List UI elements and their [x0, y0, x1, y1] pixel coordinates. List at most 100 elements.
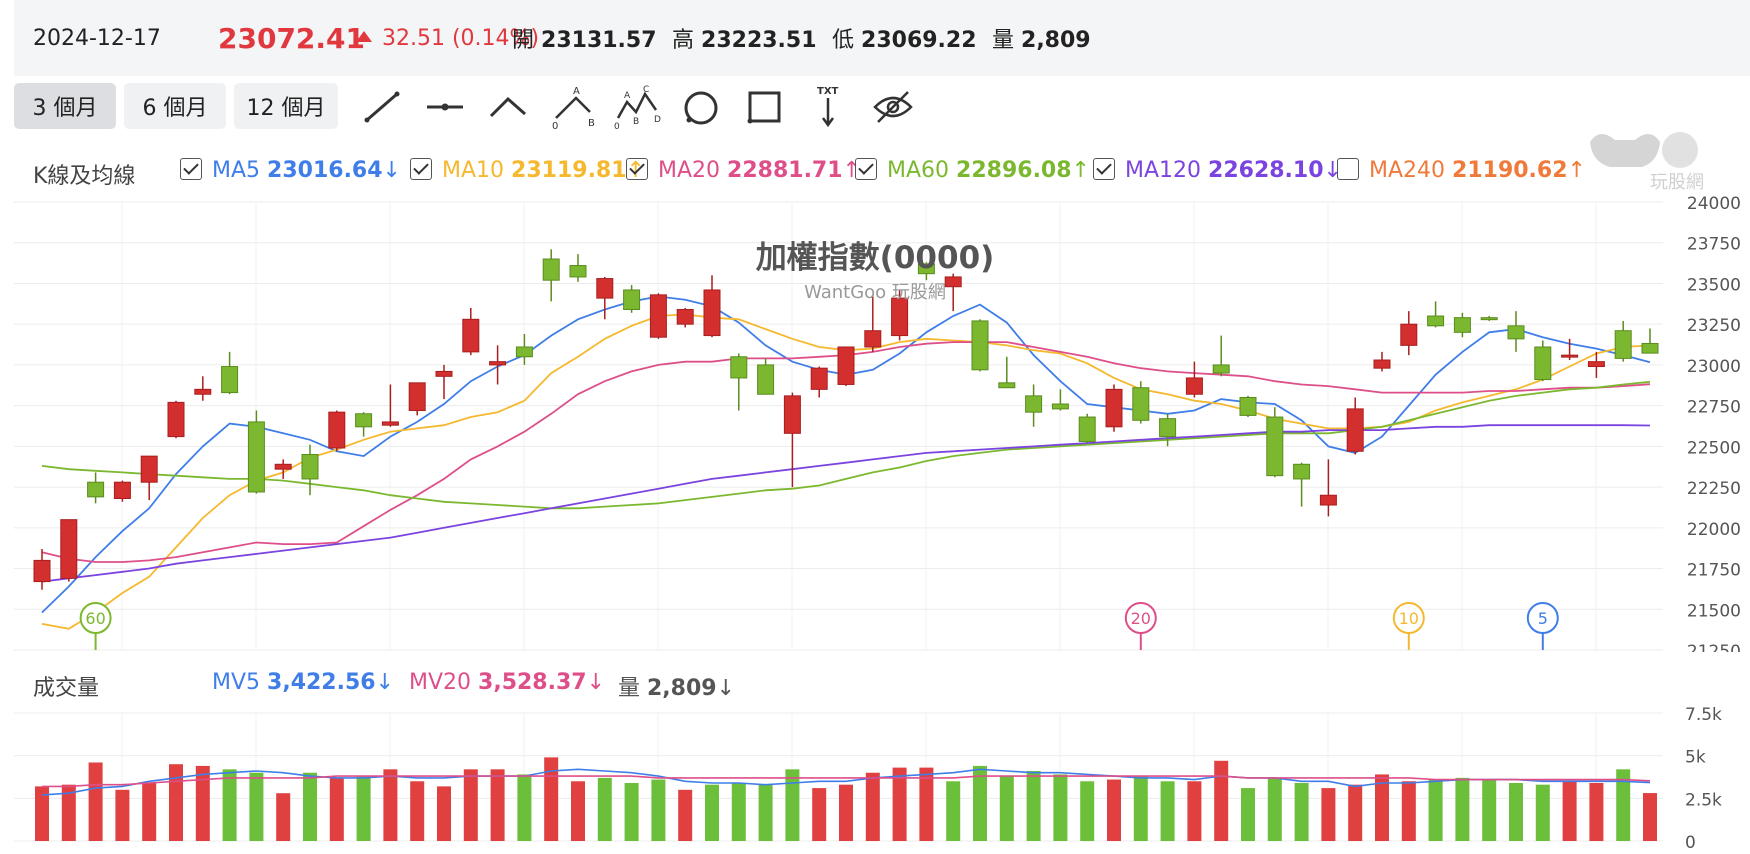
candle-body: [1453, 317, 1471, 333]
candle-body: [944, 276, 962, 288]
volume-bar: [651, 779, 666, 841]
volume-bar: [490, 769, 505, 841]
volume-bar: [1133, 776, 1148, 841]
checkbox-icon[interactable]: [1337, 158, 1359, 180]
ma-name: MA240: [1369, 158, 1453, 183]
volume-legend-value: 3,422.56: [267, 670, 376, 695]
ma-toggle-ma10[interactable]: MA10 23119.81↑: [410, 158, 645, 183]
volume-y-tick-label: 0: [1685, 833, 1696, 853]
volume-bar: [195, 765, 210, 841]
high-label: 高: [672, 28, 695, 53]
volume-bar: [1080, 781, 1095, 841]
mv-line-mv5: [41, 768, 1651, 796]
abcd-pattern-tool-icon[interactable]: A C 0 B D: [612, 84, 662, 132]
ma-toggle-ma5[interactable]: MA5 23016.64↓: [180, 158, 401, 183]
volume-bar: [1535, 784, 1550, 841]
candle-body: [971, 320, 989, 371]
volume-bar: [812, 788, 827, 841]
abcd-label-c: C: [643, 85, 649, 95]
chart-title: 加權指數(0000): [755, 240, 995, 276]
up-triangle-icon: [356, 31, 372, 42]
candle-body: [408, 382, 426, 412]
volume-y-tick-label: 7.5k: [1685, 705, 1722, 725]
candle-body: [435, 370, 453, 377]
volume-bar: [410, 781, 425, 841]
checkbox-icon[interactable]: [410, 158, 432, 180]
volume-bar: [463, 769, 478, 841]
volume-bar: [383, 769, 398, 841]
volume-bar: [678, 789, 693, 841]
checkbox-icon[interactable]: [626, 158, 648, 180]
arrow-down-icon: ↓: [375, 670, 395, 695]
period-6m-button[interactable]: 6 個月: [124, 83, 226, 129]
ma-name: MA60: [887, 158, 957, 183]
volume-bar: [946, 781, 961, 841]
volume-bar: [1589, 782, 1604, 841]
candle-body: [1239, 396, 1257, 416]
candle-body: [1614, 330, 1632, 359]
candle-body: [810, 367, 828, 390]
period-12m-button[interactable]: 12 個月: [234, 83, 338, 129]
volume-legend-value: 3,528.37: [478, 670, 587, 695]
abc-label-0: 0: [552, 121, 558, 130]
quote-bar: 2024-12-17 23072.41 32.51 (0.14%) 開 2313…: [14, 0, 1750, 76]
ma-line-ma120: [41, 424, 1651, 583]
ma-toggle-ma120[interactable]: MA120 22628.10↓: [1093, 158, 1342, 183]
y-tick-label: 23750: [1687, 235, 1741, 255]
abc-pattern-tool-icon[interactable]: A 0 B: [548, 84, 598, 132]
y-tick-label: 22000: [1687, 520, 1741, 540]
candle-body: [596, 278, 614, 299]
volume-bar: [1026, 771, 1041, 841]
hide-drawings-icon[interactable]: [868, 84, 918, 130]
volume-bar: [624, 782, 639, 841]
candle-body: [569, 265, 587, 278]
candle-body: [1025, 395, 1043, 413]
ma-toggle-ma20[interactable]: MA20 22881.71↑: [626, 158, 861, 183]
line-tool-icon[interactable]: [357, 84, 407, 130]
circle-tool-icon[interactable]: [676, 84, 726, 130]
volume-bar: [1509, 782, 1523, 841]
open-label: 開: [512, 28, 535, 53]
volume-bar: [571, 781, 585, 841]
checkbox-icon[interactable]: [1093, 158, 1115, 180]
ma-legend: K線及均線 MA5 23016.64↓ MA10 23119.81↑ MA20 22…: [0, 150, 1750, 194]
candle-body: [221, 366, 239, 394]
volume-bar: [865, 772, 880, 841]
y-tick-label: 22250: [1687, 479, 1741, 499]
ma-value: 22881.71: [727, 158, 843, 183]
y-tick-label: 22750: [1687, 398, 1741, 418]
candle-body: [1587, 361, 1605, 368]
low-value: 23069.22: [861, 28, 977, 53]
candle-body: [1480, 317, 1498, 321]
volume-bar: [1214, 760, 1229, 841]
candle-body: [167, 401, 185, 438]
candle-body: [87, 481, 105, 498]
abc-label-b: B: [588, 118, 595, 129]
volume-legend-value: 2,809: [647, 676, 717, 701]
mv-line-mv20: [42, 775, 1651, 788]
volume-legend-name: MV5: [212, 670, 268, 695]
candle-body: [703, 289, 721, 337]
volume-bar: [919, 767, 934, 841]
candle-body: [1534, 346, 1552, 381]
volume-legend-item: MV5 3,422.56↓: [212, 670, 394, 695]
candle-body: [194, 388, 212, 395]
ma-section-title: K線及均線: [33, 164, 136, 189]
ma-marker-ma20: 20: [1124, 602, 1157, 650]
horizontal-line-tool-icon[interactable]: [420, 84, 470, 130]
angle-tool-icon[interactable]: [483, 84, 533, 130]
checkbox-icon[interactable]: [180, 158, 202, 180]
volume-bar: [1428, 779, 1443, 841]
ma-value: 23119.81: [511, 158, 627, 183]
rectangle-tool-icon[interactable]: [740, 84, 790, 130]
ma-toggle-ma60[interactable]: MA60 22896.08↑: [855, 158, 1090, 183]
open-value: 23131.57: [541, 28, 657, 53]
text-arrow-tool-icon[interactable]: TXT: [803, 84, 853, 130]
period-3m-button[interactable]: 3 個月: [14, 83, 116, 129]
volume-bar: [1267, 777, 1282, 841]
volume-bar: [1107, 779, 1121, 841]
marker-label: 20: [1131, 609, 1151, 628]
checkbox-icon[interactable]: [855, 158, 877, 180]
volume-bar: [785, 769, 800, 841]
ma-toggle-ma240[interactable]: MA240 21190.62↑: [1337, 158, 1586, 183]
